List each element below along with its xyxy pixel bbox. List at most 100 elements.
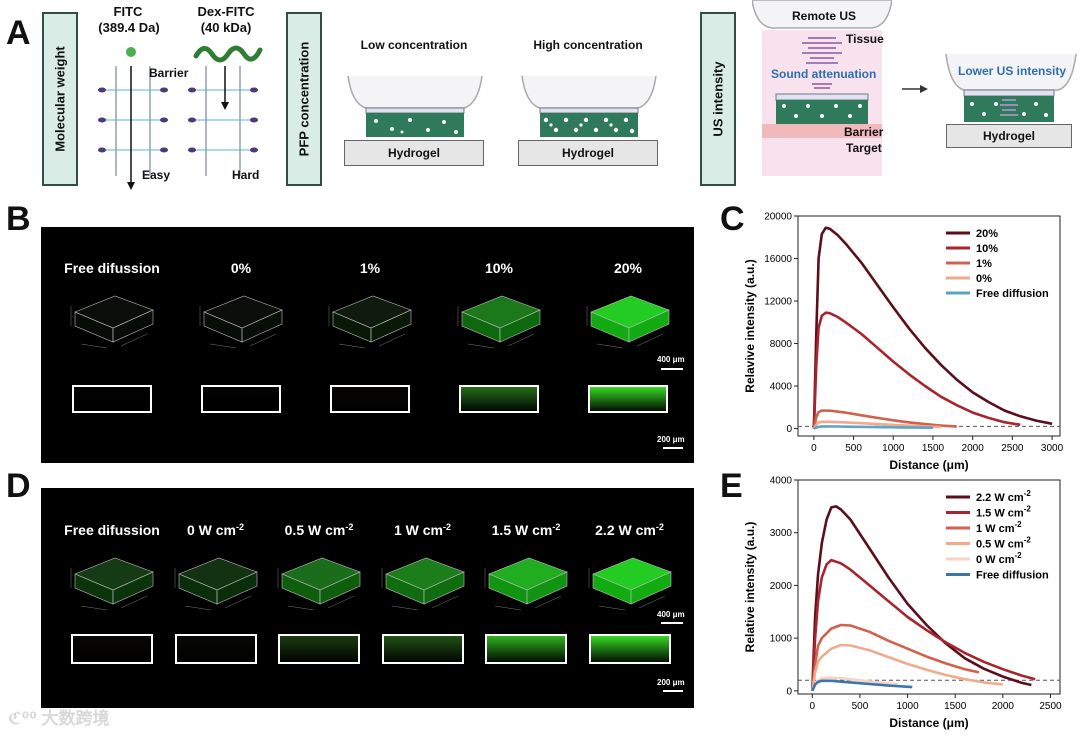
series-line — [811, 643, 1003, 691]
x-tick-label: 3000 — [1041, 443, 1064, 454]
condition-title-main: 2.2 W cm — [595, 522, 656, 538]
series-line — [811, 558, 1036, 691]
legend-label: 10% — [976, 243, 998, 255]
x-tick-label: 500 — [845, 443, 862, 454]
tissue-label: Tissue — [846, 32, 884, 46]
series-line — [812, 409, 957, 429]
y-tick-label: 3000 — [770, 528, 793, 539]
series-line — [812, 311, 1021, 429]
molecular-weight-diagram — [98, 45, 263, 190]
low-concentration-transducer-icon — [347, 75, 483, 137]
cross-section-slab — [278, 634, 360, 664]
easy-label: Easy — [142, 168, 171, 182]
scale-label-bottom-d: 200 μm — [657, 678, 685, 687]
panel-letter-e: E — [720, 467, 743, 505]
hydrogel-base-low: Hydrogel — [344, 140, 484, 166]
confocal-3d-render — [277, 557, 361, 611]
condition-title-main: Free difussion — [64, 522, 160, 538]
confocal-3d-render — [586, 295, 670, 349]
remote-us-label: Remote US — [792, 9, 857, 23]
y-axis-label: Relative intensity (a.u.) — [743, 522, 757, 653]
condition-title-sup: -2 — [443, 522, 452, 532]
series-line — [812, 226, 1053, 429]
y-tick-label: 4000 — [770, 382, 793, 393]
cross-section-slab — [485, 634, 567, 664]
x-tick-label: 500 — [852, 701, 869, 712]
series-line — [811, 623, 980, 691]
scale-label-top-b: 400 μm — [657, 355, 685, 364]
hard-label: Hard — [232, 168, 260, 182]
confocal-3d-render — [199, 295, 283, 349]
barrier-right-icon — [188, 66, 258, 176]
legend-label: Free diffusion — [976, 570, 1049, 582]
y-tick-label: 2000 — [770, 581, 793, 592]
plot-frame — [797, 215, 1061, 437]
panel-letter-a: A — [6, 14, 31, 52]
y-tick-label: 4000 — [770, 476, 793, 487]
legend-superscript: -2 — [1015, 520, 1023, 529]
hydrogel-base-lower-us: Hydrogel — [946, 124, 1072, 148]
x-tick-label: 1000 — [896, 701, 919, 712]
fitc-mass: (389.4 Da) — [98, 20, 160, 35]
panel-b-microscopy: Free difussion 0% 1% 10% 20% 400 μm 200 μm — [41, 227, 694, 463]
barrier-left-icon — [98, 66, 168, 190]
confocal-3d-render — [328, 295, 412, 349]
condition-title-sup: -2 — [345, 522, 354, 532]
x-axis-label: Distance (μm) — [889, 716, 968, 730]
pfp-concentration-label: PFP concentration — [286, 12, 322, 186]
barrier-right-label: Barrier — [844, 125, 884, 139]
cross-section-slab — [588, 634, 671, 664]
panel-letter-d: D — [6, 467, 31, 505]
legend-label: 0 W cm-2 — [976, 551, 1022, 566]
legend-label: 20% — [976, 228, 998, 240]
dex-fitc-name: Dex-FITC — [197, 4, 255, 19]
chart-e: 0 500 1000 1500 2000 2500 0 1000 2000 3000 4000 Dis… — [743, 476, 1062, 731]
confocal-3d-render — [457, 295, 541, 349]
confocal-3d-render — [174, 557, 258, 611]
panel-d-microscopy: Free difussion 0 W cm -2 0.5 W cm -2 1 W cm -2… — [41, 488, 694, 708]
x-tick-label: 0 — [811, 443, 817, 454]
legend-label: Free diffusion — [976, 288, 1049, 300]
series-line — [811, 679, 913, 692]
cross-section-slab — [459, 385, 539, 413]
confocal-3d-render — [70, 557, 154, 611]
y-tick-label: 0 — [786, 686, 792, 697]
condition-title-sup: -2 — [655, 522, 664, 532]
confocal-3d-render — [588, 557, 672, 611]
hydrogel-base-high: Hydrogel — [518, 140, 658, 166]
remote-us-diagram — [752, 0, 892, 176]
scale-bar-top-b — [661, 368, 683, 370]
dex-fitc-mass: (40 kDa) — [200, 20, 252, 35]
scale-bar-top-d — [661, 622, 683, 624]
x-tick-label: 2500 — [1001, 443, 1024, 454]
cross-section-slab — [72, 385, 152, 413]
cross-section-slab — [381, 634, 464, 664]
y-tick-label: 20000 — [764, 212, 792, 223]
barrier-label: Barrier — [149, 66, 189, 80]
legend-superscript: -2 — [1024, 505, 1032, 514]
legend-superscript: -2 — [1015, 551, 1023, 560]
fitc-molecule-icon — [126, 47, 136, 57]
legend-label: 1 W cm-2 — [976, 520, 1022, 535]
condition-title-sup: -2 — [236, 522, 245, 532]
series-line — [813, 425, 934, 430]
y-tick-label: 1000 — [770, 634, 793, 645]
legend-superscript: -2 — [1024, 489, 1032, 498]
sound-attenuation-label: Sound attenuation — [771, 67, 877, 81]
fitc-name: FITC — [113, 4, 143, 19]
cross-section-slab — [71, 634, 153, 664]
legend-label: 0.5 W cm-2 — [976, 536, 1031, 551]
series-line — [811, 505, 1032, 691]
cross-section-slab — [174, 634, 257, 664]
scale-label-top-d: 400 μm — [657, 610, 685, 619]
confocal-3d-render — [70, 295, 154, 349]
x-tick-label: 1500 — [922, 443, 945, 454]
condition-title-main: 1.5 W cm — [491, 522, 553, 538]
cross-section-slab — [588, 385, 668, 413]
x-tick-label: 2000 — [962, 443, 985, 454]
condition-title-main: 0 W cm — [186, 522, 236, 538]
y-tick-label: 0 — [786, 424, 792, 435]
scale-bar-bottom-d — [663, 690, 683, 692]
confocal-3d-render — [484, 557, 568, 611]
low-concentration-label: Low concentration — [360, 38, 468, 52]
